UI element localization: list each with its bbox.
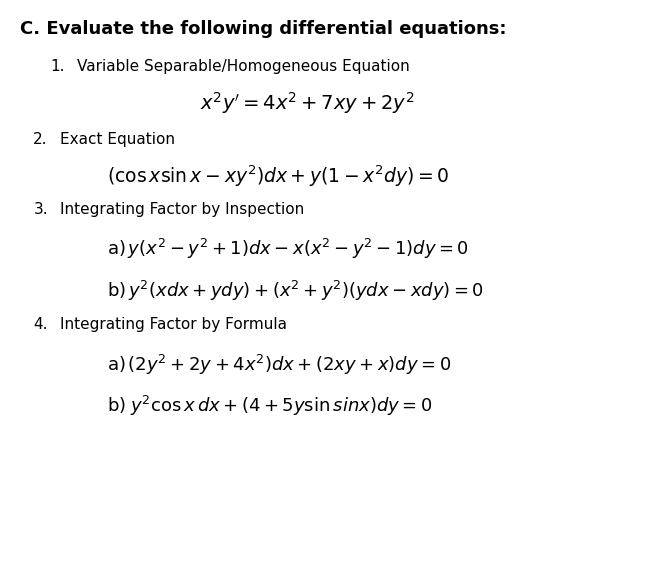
Text: $\mathrm{a)}\,(2y^2 + 2y + 4x^2)dx + (2xy + x)dy = 0$: $\mathrm{a)}\,(2y^2 + 2y + 4x^2)dx + (2x…: [107, 353, 451, 377]
Text: 1.: 1.: [50, 59, 65, 74]
Text: Integrating Factor by Inspection: Integrating Factor by Inspection: [60, 202, 304, 217]
Text: 2.: 2.: [33, 132, 48, 146]
Text: C. Evaluate the following differential equations:: C. Evaluate the following differential e…: [20, 20, 506, 38]
Text: $\mathrm{a)}\,y(x^2 - y^2 + 1)dx - x(x^2 - y^2 - 1)dy = 0$: $\mathrm{a)}\,y(x^2 - y^2 + 1)dx - x(x^2…: [107, 237, 469, 261]
Text: $\mathrm{b)}\; y^2\cos x\,dx + (4 + 5y\sin \mathit{sinx})dy = 0$: $\mathrm{b)}\; y^2\cos x\,dx + (4 + 5y\s…: [107, 394, 432, 418]
Text: Variable Separable/Homogeneous Equation: Variable Separable/Homogeneous Equation: [77, 59, 410, 74]
Text: $\mathrm{b)}\,y^2(xdx + ydy) + (x^2 + y^2)(ydx - xdy) = 0$: $\mathrm{b)}\,y^2(xdx + ydy) + (x^2 + y^…: [107, 279, 484, 303]
Text: 4.: 4.: [33, 317, 48, 332]
Text: Exact Equation: Exact Equation: [60, 132, 175, 146]
Text: $x^2y' = 4x^2 + 7xy + 2y^2$: $x^2y' = 4x^2 + 7xy + 2y^2$: [200, 90, 414, 116]
Text: $(\cos x \sin x - xy^2)dx + y(1 - x^2dy) = 0$: $(\cos x \sin x - xy^2)dx + y(1 - x^2dy)…: [107, 163, 450, 189]
Text: 3.: 3.: [33, 202, 48, 217]
Text: Integrating Factor by Formula: Integrating Factor by Formula: [60, 317, 287, 332]
